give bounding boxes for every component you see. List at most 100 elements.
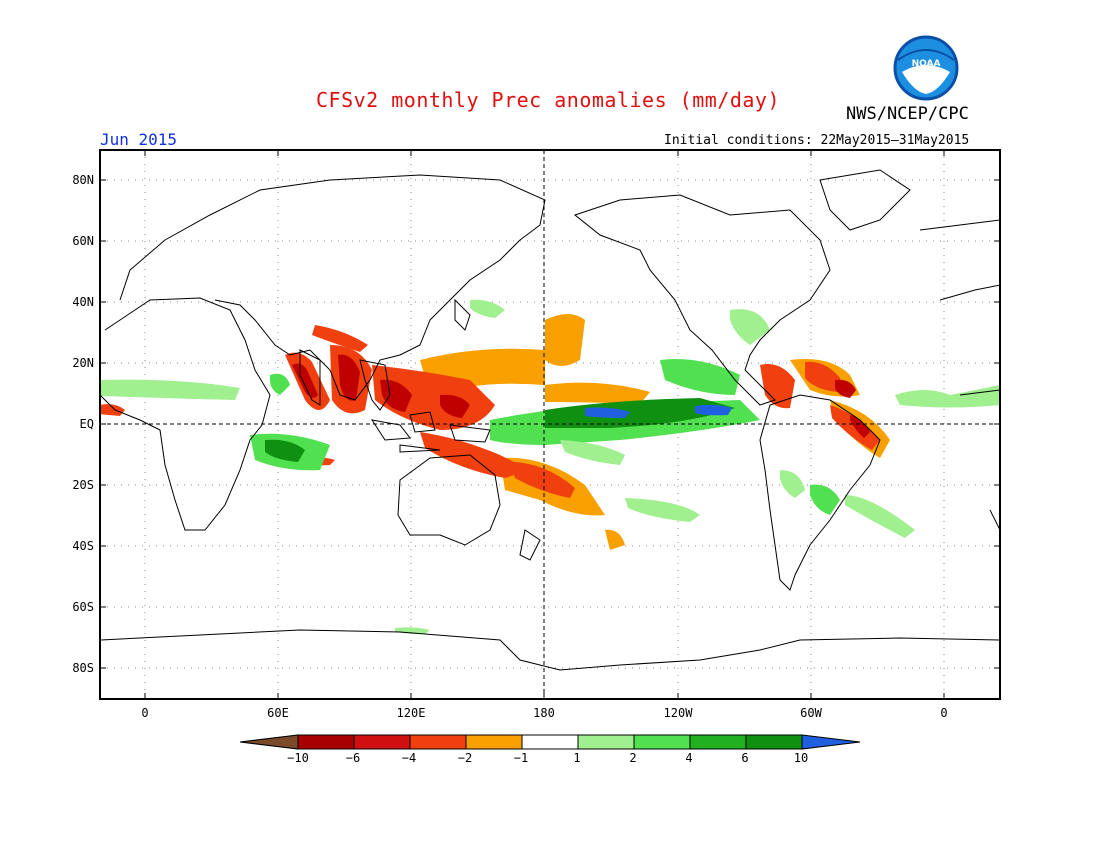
map-title-text: CFSv2 monthly Prec anomalies (mm/day) <box>315 88 781 112</box>
colorbar-tick-labels: −10 −6 −4 −2 −1 1 2 4 6 10 <box>287 751 808 765</box>
coast-africa-right <box>959 389 999 396</box>
colorbar-bin <box>745 734 803 750</box>
colorbar-tick-label: 10 <box>794 751 808 765</box>
colorbar-tick-label: 1 <box>573 751 580 765</box>
anomaly-dry-mid-centam <box>760 364 795 409</box>
colorbar-bin <box>297 734 355 750</box>
y-tick-label: 40N <box>72 295 94 309</box>
x-tick-label: 0 <box>940 706 947 720</box>
x-tick-label: 60E <box>267 706 289 720</box>
logo-text: NOAA <box>912 59 941 69</box>
anomaly-wet-mid-arabian <box>270 373 290 395</box>
coast-australia <box>397 454 501 546</box>
coast-europe-right <box>919 219 999 231</box>
x-tick-label: 120E <box>397 706 426 720</box>
colorbar-bin <box>689 734 747 750</box>
anomaly-wet-weak-africa <box>101 379 240 400</box>
colorbar-arrow-low <box>239 734 299 750</box>
coast-newzealand <box>519 529 541 561</box>
noaa-logo: NOAA <box>893 35 959 101</box>
y-tick-labels: 80N 60N 40N 20N EQ 20S 40S 60S 80S <box>72 173 94 675</box>
anomaly-dry-strong-carib <box>835 379 856 398</box>
colorbar-arrow-high <box>801 734 861 750</box>
y-tick-label: 40S <box>72 539 94 553</box>
anomaly-dry-mid-atl <box>101 404 125 416</box>
x-tick-label: 180 <box>533 706 555 720</box>
colorbar-bin <box>521 734 579 750</box>
colorbar-bin <box>409 734 467 750</box>
anomaly-wet-weak-satl <box>845 495 915 538</box>
colorbar-tick-label: −4 <box>402 751 416 765</box>
coast-safrica-right <box>989 509 999 530</box>
y-tick-label: 60S <box>72 600 94 614</box>
colorbar-tick-label: −1 <box>514 751 528 765</box>
anomaly-dry-weak-npac <box>545 314 585 366</box>
coast-india <box>299 349 321 406</box>
anomaly-dry-strong-brazil <box>850 415 870 438</box>
colorbar <box>239 734 861 750</box>
coast-borneo <box>409 411 436 433</box>
y-tick-label: EQ <box>80 417 94 431</box>
x-tick-label: 60W <box>800 706 822 720</box>
coast-samerica <box>759 394 881 591</box>
coast-java <box>399 444 441 453</box>
anomaly-wet-mid-epac <box>660 359 740 395</box>
coast-sumatra <box>370 419 411 441</box>
anomaly-wet-weak-spac <box>560 440 625 465</box>
anomaly-wet-weak-atl <box>895 385 999 408</box>
coast-japan <box>454 298 471 331</box>
y-tick-label: 80S <box>72 661 94 675</box>
anomaly-wet-weak-gulf <box>730 309 770 345</box>
agency-label: NWS/NCEP/CPC <box>846 104 969 124</box>
y-tick-label: 80N <box>72 173 94 187</box>
anomaly-dry-mid-spcz <box>510 462 575 498</box>
colorbar-tick-label: −6 <box>346 751 360 765</box>
colorbar-tick-label: 4 <box>685 751 692 765</box>
coast-antarctica <box>101 629 999 671</box>
anomaly-wet-weak-npac <box>470 299 505 318</box>
forecast-month: Jun 2015 <box>100 130 178 149</box>
anomaly-dry-strong-phil <box>380 379 412 412</box>
initial-conditions: Initial conditions: 22May2015–31May2015 <box>664 133 970 148</box>
anomaly-wet-weak-spac-south <box>625 498 700 522</box>
colorbar-tick-label: 2 <box>629 751 636 765</box>
map-title: CFSv2 monthly Prec anomalies (mm/day) <box>0 88 1100 112</box>
axis-ticks <box>100 150 1000 699</box>
coast-indochina <box>359 359 391 411</box>
anomaly-dry-strong-bay <box>338 354 360 401</box>
colorbar-bin <box>353 734 411 750</box>
anomaly-dry-mid-maritime <box>420 432 530 478</box>
colorbar-tick-label: 6 <box>741 751 748 765</box>
coast-greenland <box>819 169 911 231</box>
y-tick-label: 60N <box>72 234 94 248</box>
y-tick-label: 20S <box>72 478 94 492</box>
anomaly-dry-strong-wpac <box>440 394 470 418</box>
anomaly-wet-extreme-1 <box>585 407 630 418</box>
colorbar-bin <box>577 734 635 750</box>
anomaly-dry-strong-arabian <box>292 363 318 398</box>
coastlines <box>101 169 999 671</box>
coast-newguinea <box>449 424 491 443</box>
anomaly-wet-strong-indian <box>265 439 305 462</box>
anomaly-wet-extreme-2 <box>695 404 732 416</box>
x-tick-label: 120W <box>664 706 694 720</box>
colorbar-bin <box>633 734 691 750</box>
anomaly-dry-weak-spac <box>605 529 625 550</box>
anomaly-wet-mid-brazil <box>810 484 840 515</box>
colorbar-tick-label: −10 <box>287 751 309 765</box>
grid-lines <box>101 151 999 698</box>
anomaly-wet-weak-samerica <box>780 470 805 498</box>
anomaly-dry-weak-itcz <box>545 382 650 404</box>
precip-anomaly-fields <box>101 299 999 634</box>
y-tick-label: 20N <box>72 356 94 370</box>
x-tick-labels: 0 60E 120E 180 120W 60W 0 <box>141 706 947 720</box>
anomaly-wet-strong-itcz <box>545 398 735 428</box>
coast-africa <box>101 297 271 531</box>
x-tick-label: 0 <box>141 706 148 720</box>
anomaly-dry-mid-tibet <box>312 325 368 352</box>
colorbar-bin <box>465 734 523 750</box>
anomaly-dry-mid-carib <box>805 361 840 392</box>
coast-mediterranean-right <box>939 284 999 301</box>
colorbar-tick-label: −2 <box>458 751 472 765</box>
